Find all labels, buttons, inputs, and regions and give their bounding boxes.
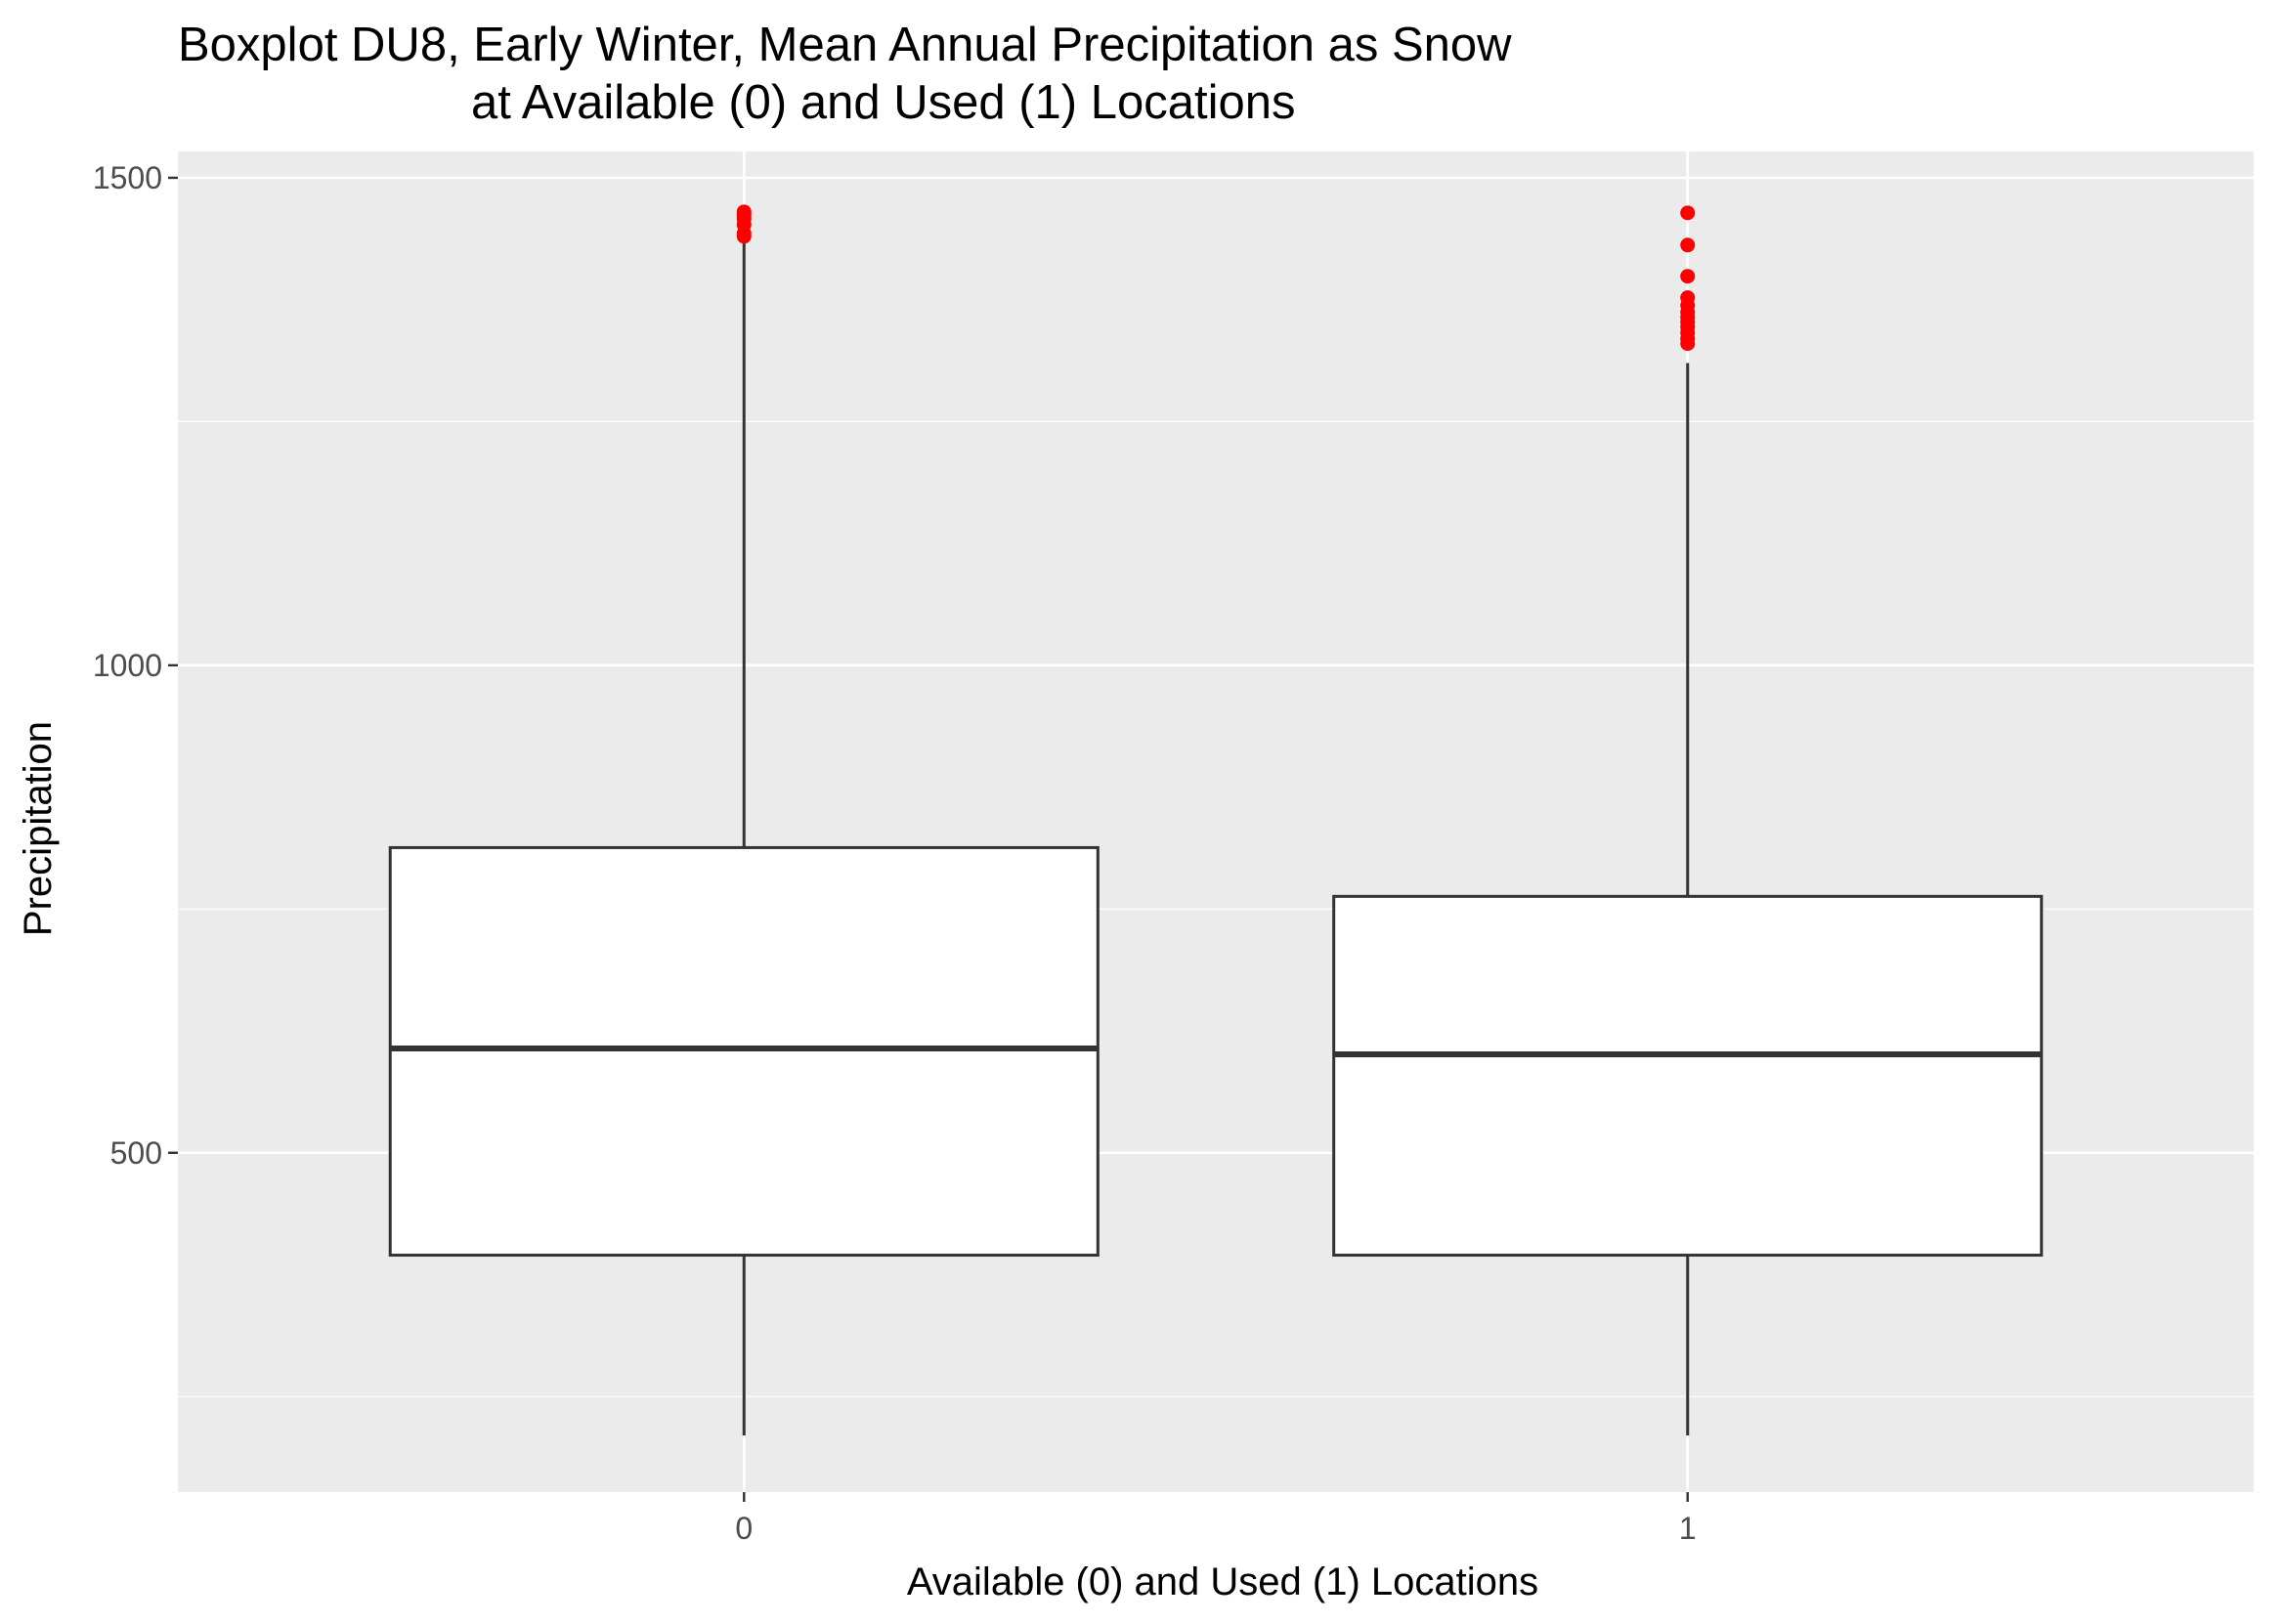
y-tick-label-500: 500 bbox=[110, 1135, 162, 1171]
box-group-1 bbox=[1332, 205, 2044, 1436]
y-axis-title: Precipitation bbox=[17, 721, 60, 936]
outlier-point-1-9 bbox=[1680, 269, 1696, 284]
x-axis-title: Available (0) and Used (1) Locations bbox=[907, 1560, 1538, 1603]
box-iqr-1 bbox=[1332, 894, 2044, 1258]
boxes-layer bbox=[388, 204, 2044, 1436]
y-tick-label-1000: 1000 bbox=[93, 648, 162, 683]
chart-title-line-2: at Available (0) and Used (1) Locations bbox=[471, 76, 1295, 129]
axes-layer: 500 1000 1500 0 1 bbox=[93, 160, 1697, 1546]
x-tick-label-0: 0 bbox=[735, 1511, 753, 1546]
chart-title-line-1: Boxplot DU8, Early Winter, Mean Annual P… bbox=[178, 19, 1512, 71]
x-tick-label-1: 1 bbox=[1679, 1511, 1697, 1546]
y-tick-label-1500: 1500 bbox=[93, 160, 162, 195]
outlier-point-1-10 bbox=[1680, 237, 1696, 253]
outlier-point-1-11 bbox=[1680, 205, 1696, 221]
outlier-point-0-5 bbox=[736, 204, 752, 220]
plot-panel bbox=[178, 151, 2254, 1492]
outlier-point-1-8 bbox=[1680, 290, 1696, 306]
box-group-0 bbox=[388, 204, 1100, 1436]
